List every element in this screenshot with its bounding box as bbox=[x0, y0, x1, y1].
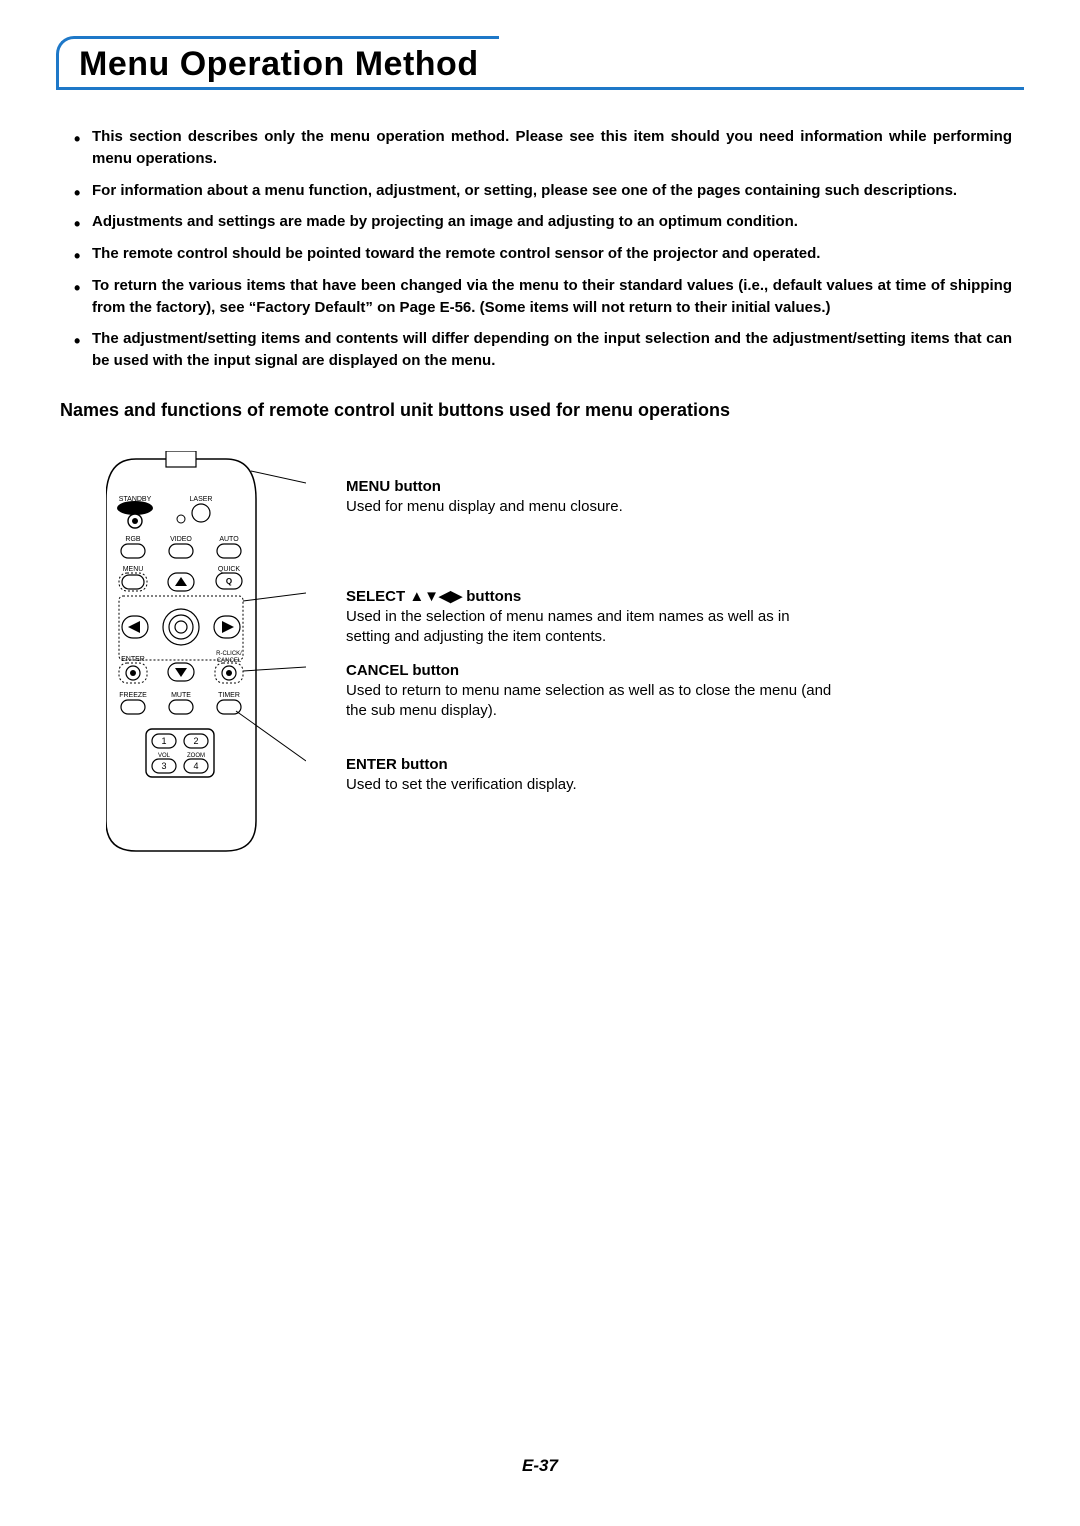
callout-body: Used to return to menu name selection as… bbox=[346, 681, 836, 722]
label-timer: TIMER bbox=[218, 692, 240, 699]
label-menu: MENU bbox=[123, 566, 144, 573]
callout-enter: ENTER button Used to set the verificatio… bbox=[346, 755, 577, 796]
label-mute: MUTE bbox=[171, 692, 191, 699]
page-title-block: Menu Operation Method bbox=[56, 36, 1024, 90]
label-laser: LASER bbox=[190, 496, 213, 503]
bullet-item: To return the various items that have be… bbox=[74, 275, 1012, 319]
callout-title: ENTER button bbox=[346, 755, 577, 775]
callout-body: Used for menu display and menu closure. bbox=[346, 497, 623, 517]
page-title: Menu Operation Method bbox=[79, 45, 479, 83]
remote-menu-button bbox=[122, 575, 144, 589]
label-auto: AUTO bbox=[219, 536, 239, 543]
label-q: Q bbox=[226, 577, 232, 586]
label-zoom: ZOOM bbox=[187, 753, 205, 759]
label-video: VIDEO bbox=[170, 536, 192, 543]
callout-body: Used in the selection of menu names and … bbox=[346, 607, 816, 648]
label-3: 3 bbox=[161, 761, 166, 771]
callout-select: SELECT ▲▼◀▶ buttons Used in the selectio… bbox=[346, 587, 816, 648]
label-rgb: RGB bbox=[125, 536, 141, 543]
callout-title: CANCEL button bbox=[346, 661, 836, 681]
label-1: 1 bbox=[161, 736, 166, 746]
callout-body: Used to set the verification display. bbox=[346, 775, 577, 795]
label-quick: QUICK bbox=[218, 566, 241, 573]
bullet-item: The adjustment/setting items and content… bbox=[74, 328, 1012, 372]
bullet-item: This section describes only the menu ope… bbox=[74, 126, 1012, 170]
intro-bullet-list: This section describes only the menu ope… bbox=[56, 126, 1024, 372]
label-2: 2 bbox=[193, 736, 198, 746]
callout-menu: MENU button Used for menu display and me… bbox=[346, 477, 623, 518]
remote-diagram: STANDBY LASER RGB VIDEO AUTO MENU QUICK … bbox=[56, 451, 1024, 891]
callout-cancel: CANCEL button Used to return to menu nam… bbox=[346, 661, 836, 722]
label-4: 4 bbox=[193, 761, 198, 771]
remote-control-illustration: STANDBY LASER RGB VIDEO AUTO MENU QUICK … bbox=[106, 451, 306, 871]
label-freeze: FREEZE bbox=[119, 692, 147, 699]
bullet-item: Adjustments and settings are made by pro… bbox=[74, 211, 1012, 233]
bullet-item: The remote control should be pointed tow… bbox=[74, 243, 1012, 265]
section-subheading: Names and functions of remote control un… bbox=[56, 400, 1024, 421]
label-rclick: R-CLICK/ bbox=[216, 651, 242, 657]
callout-title: SELECT ▲▼◀▶ buttons bbox=[346, 587, 816, 607]
label-vol: VOL bbox=[158, 753, 171, 759]
label-enter: ENTER bbox=[121, 656, 145, 663]
callout-title: MENU button bbox=[346, 477, 623, 497]
label-cancel: CANCEL bbox=[217, 658, 242, 664]
bullet-item: For information about a menu function, a… bbox=[74, 180, 1012, 202]
page-number: E-37 bbox=[0, 1456, 1080, 1476]
